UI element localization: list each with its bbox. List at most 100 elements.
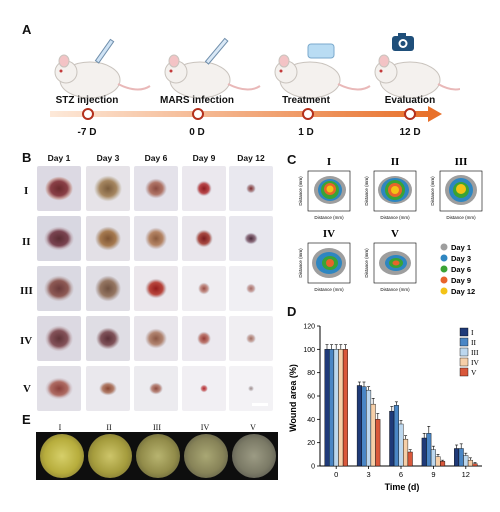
bar: [426, 433, 432, 467]
contour-ylabel: Distance (mm): [364, 176, 369, 206]
contour-title-v: V: [391, 228, 399, 240]
wound-photo: [229, 166, 273, 211]
petri-dish: [88, 434, 132, 478]
y-tick-label: 20: [307, 440, 315, 447]
bar: [472, 463, 478, 467]
x-tick-label: 9: [431, 470, 435, 479]
row-label-5: V: [23, 383, 31, 395]
wound-photo: [37, 316, 81, 361]
mouse-icon-4: [374, 54, 460, 99]
wound-photo: [134, 316, 178, 361]
dish-label-2: II: [106, 423, 112, 432]
x-tick-label: 3: [367, 470, 371, 479]
timeline-day-3: 1 D: [298, 127, 314, 138]
y-tick-label: 100: [303, 347, 315, 354]
timeline-day-4: 12 D: [399, 127, 421, 138]
wound-photo: [182, 366, 226, 411]
panel-label-b: B: [22, 150, 32, 165]
bar: [333, 349, 339, 467]
day-header-1: Day 1: [47, 153, 71, 163]
y-tick-label: 80: [307, 370, 315, 377]
bar: [370, 403, 376, 467]
contour-title-iv: IV: [323, 228, 335, 240]
dish-label-4: IV: [200, 423, 210, 432]
panel-label-e: E: [22, 412, 31, 427]
contour-title-iii: III: [455, 156, 468, 168]
wound-photo: [37, 216, 81, 261]
legend-swatch: [459, 347, 469, 357]
camera-icon: [392, 33, 414, 51]
bar: [356, 385, 362, 467]
timeline-step-label-4: Evaluation: [384, 95, 436, 106]
legend-swatch: [459, 367, 469, 377]
panel-label-c: C: [287, 152, 297, 167]
bar: [329, 349, 335, 467]
y-tick-label: 40: [307, 417, 315, 424]
day-header-4: Day 9: [192, 153, 216, 163]
row-label-3: III: [20, 285, 33, 297]
contour-xlabel: Distance (mm): [380, 215, 410, 220]
bar: [430, 449, 436, 467]
contour-plot-v: V Distance (mm) Distance (mm): [364, 228, 417, 292]
y-tick-label: 60: [307, 394, 315, 401]
legend-label: V: [471, 368, 477, 377]
mouse-icon-1: [54, 38, 151, 99]
legend-swatch: [459, 357, 469, 367]
contour-legend-day6: Day 6: [451, 265, 471, 274]
wound-photo: [229, 266, 273, 311]
bar: [366, 389, 372, 467]
wound-photo: [37, 166, 81, 211]
contour-plot-ii: II Distance (mm) Distance (mm): [364, 156, 417, 220]
x-tick-label: 6: [399, 470, 403, 479]
chart-y-axis-label: Wound area (%): [288, 364, 298, 432]
row-label-2: II: [22, 236, 31, 248]
wound-photo: [182, 216, 226, 261]
dish-label-3: III: [153, 423, 161, 432]
wound-photo: [86, 266, 130, 311]
wound-photo: [134, 266, 178, 311]
y-tick-label: 120: [303, 324, 315, 331]
day-header-5: Day 12: [237, 153, 265, 163]
contour-xlabel: Distance (mm): [314, 287, 344, 292]
petri-dish-strip: [36, 432, 278, 480]
bar: [342, 349, 348, 467]
legend-label: I: [471, 328, 474, 337]
wound-photo: [37, 266, 81, 311]
scale-bar: [252, 403, 268, 406]
timeline-illustration: [50, 33, 460, 122]
wound-photo: [182, 316, 226, 361]
bar: [398, 423, 404, 467]
wound-photo: [134, 366, 178, 411]
contour-legend-day3: Day 3: [451, 254, 471, 263]
timeline-step-label-3: Treatment: [282, 95, 330, 106]
wound-photo: [86, 316, 130, 361]
contour-ylabel: Distance (mm): [298, 176, 303, 206]
contour-xlabel: Distance (mm): [380, 287, 410, 292]
wound-photo: [182, 166, 226, 211]
bar: [463, 455, 469, 467]
panel-label-a: A: [22, 22, 32, 37]
bar: [421, 437, 427, 467]
dish-label-5: V: [250, 423, 256, 432]
contour-plot-i: I Distance (mm) Distance (mm): [298, 156, 351, 220]
bar: [407, 451, 413, 467]
chart-x-axis-label: Time (d): [385, 482, 420, 492]
contour-legend-day1: Day 1: [451, 243, 471, 252]
y-tick-label: 0: [311, 464, 315, 471]
day-header-3: Day 6: [144, 153, 168, 163]
x-tick-label: 12: [462, 470, 470, 479]
bar: [458, 448, 464, 467]
contour-legend: Day 1 Day 3 Day 6 Day 9 Day 12: [440, 243, 475, 296]
wound-photo: [86, 216, 130, 261]
row-label-4: IV: [20, 335, 33, 347]
legend-label: II: [471, 338, 476, 347]
contour-plot-iv: IV Distance (mm) Distance (mm): [298, 228, 351, 292]
day-header-2: Day 3: [96, 153, 120, 163]
timeline-day-2: 0 D: [189, 127, 205, 138]
contour-plot-iii: III Distance (mm) Distance (mm): [430, 156, 483, 220]
wound-photo: [86, 166, 130, 211]
row-label-1: I: [24, 185, 29, 197]
contour-xlabel: Distance (mm): [314, 215, 344, 220]
